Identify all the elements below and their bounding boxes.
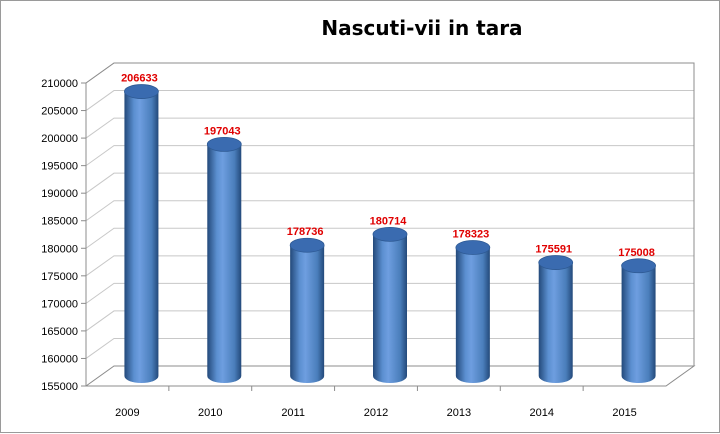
bar [538, 255, 574, 383]
bar [124, 84, 159, 384]
bar [372, 226, 408, 383]
y-tick-label: 160000 [41, 353, 78, 365]
y-tick-label: 210000 [41, 78, 78, 90]
bar [621, 258, 656, 383]
x-tick-label: 2015 [612, 407, 636, 419]
gridline [85, 255, 694, 277]
bar-body [290, 245, 325, 383]
bar [455, 240, 491, 383]
gridline [85, 227, 694, 249]
y-tick-label: 175000 [41, 271, 78, 283]
x-tick-label: 2014 [529, 407, 553, 419]
bar-top [289, 237, 325, 253]
bar-body [207, 144, 242, 383]
y-tick-label: 200000 [41, 133, 78, 145]
y-tick-label: 170000 [41, 298, 78, 310]
gridline [85, 310, 694, 332]
x-tick-label: 2013 [447, 407, 471, 419]
data-label: 206633 [121, 73, 158, 85]
bar-top [372, 226, 408, 242]
gridline [85, 282, 694, 304]
gridline [85, 337, 694, 359]
y-tick-label: 185000 [41, 216, 78, 228]
bar-layer [124, 84, 656, 384]
data-label: 178736 [287, 226, 324, 238]
chart-title: Nascuti-vii in tara [321, 16, 522, 40]
data-label: 180714 [370, 215, 408, 227]
data-label: 175591 [535, 244, 572, 256]
bar-top [124, 84, 159, 99]
x-tick-label: 2009 [115, 407, 139, 419]
y-tick-label: 190000 [41, 188, 78, 200]
bar-body [538, 262, 573, 383]
x-tick-label: 2010 [198, 407, 222, 419]
y-tick-label: 165000 [41, 326, 78, 338]
y-tick-label: 195000 [41, 161, 78, 173]
bar-body [621, 265, 656, 383]
gridline [85, 145, 694, 167]
bar-top [455, 240, 491, 255]
gridline [85, 172, 694, 194]
bar [206, 136, 242, 383]
x-tick-label: 2012 [364, 407, 388, 419]
gridline [85, 90, 694, 111]
bar-body [373, 234, 407, 383]
label-layer: 206633 197043 178736 180714 178323 175591 1750… [121, 73, 655, 259]
x-tick-label: 2011 [281, 407, 305, 419]
data-label: 197043 [204, 125, 241, 137]
bar-body [455, 247, 490, 383]
bar [289, 237, 325, 383]
y-tick-label: 205000 [41, 106, 78, 118]
gridline [85, 62, 694, 84]
gridline [85, 117, 694, 139]
data-label: 175008 [618, 247, 655, 259]
bar-top [621, 258, 656, 274]
y-tick-label: 155000 [41, 381, 78, 393]
y-tick-label: 180000 [41, 243, 78, 255]
bar-top [206, 136, 242, 152]
bar-body [124, 91, 159, 384]
data-label: 178323 [452, 229, 489, 241]
gridline [85, 200, 694, 222]
bar-top [538, 255, 574, 270]
